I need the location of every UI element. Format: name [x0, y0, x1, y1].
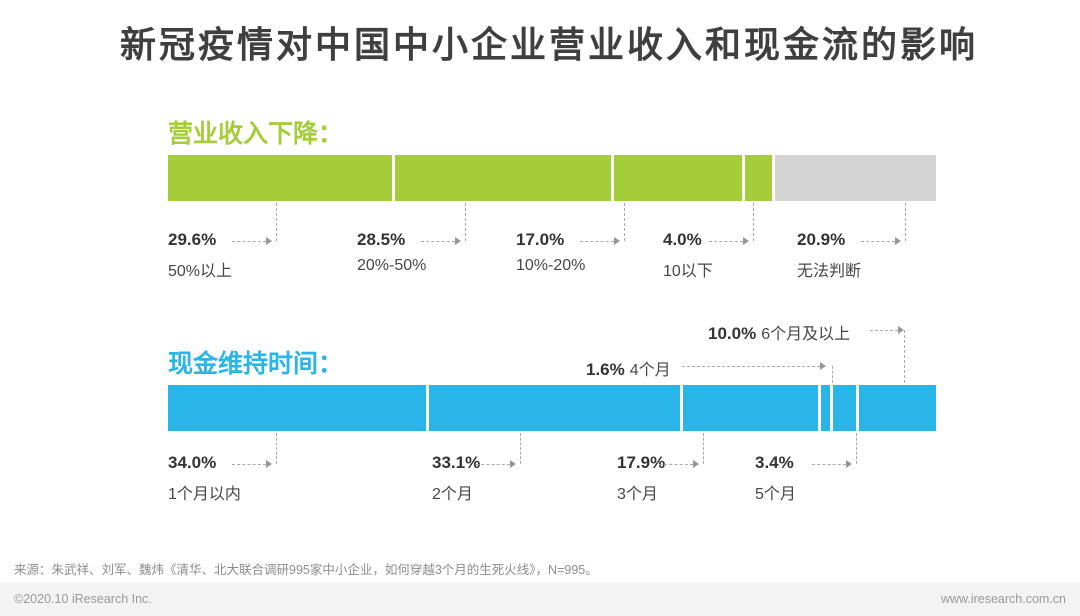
- cash-section-label: 现金维持时间：: [168, 350, 344, 378]
- category-label: 20%-50%: [357, 257, 427, 274]
- category-label: 无法判断: [797, 263, 862, 280]
- connector-line: [276, 203, 277, 241]
- category-label: 6个月及以上: [761, 326, 851, 343]
- connector-line: [520, 433, 521, 464]
- bar-segment: [429, 385, 684, 431]
- stacked-bar: [168, 155, 936, 201]
- connector-arrow: [895, 237, 901, 245]
- value-label: 20.9%: [797, 230, 846, 249]
- bar-segment: [395, 155, 615, 201]
- connector-arrow: [898, 326, 904, 334]
- connector-line: [703, 433, 704, 464]
- page-title: 新冠疫情对中国中小企业营业收入和现金流的影响: [120, 24, 979, 65]
- category-label: 1个月以内: [168, 486, 241, 503]
- category-label: 2个月: [432, 486, 473, 503]
- value-label: 29.6%: [168, 230, 217, 249]
- connector-line: [232, 464, 266, 465]
- connector-line: [812, 464, 846, 465]
- connector-line: [276, 433, 277, 464]
- connector-line: [870, 330, 898, 331]
- bar-segment: [833, 385, 860, 431]
- bar-segment: [614, 155, 745, 201]
- connector-arrow: [266, 460, 272, 468]
- value-label: 34.0%: [168, 453, 217, 472]
- connector-line: [624, 203, 625, 241]
- website-url: www.iresearch.com.cn: [940, 592, 1066, 606]
- copyright-text: ©2020.10 iResearch Inc.: [14, 592, 152, 606]
- category-label: 50%以上: [168, 263, 233, 280]
- connector-arrow: [743, 237, 749, 245]
- footer-bar: ©2020.10 iResearch Inc. www.iresearch.co…: [0, 582, 1080, 616]
- bar-segment: [859, 385, 936, 431]
- category-label: 10%-20%: [516, 257, 586, 274]
- value-label: 4.0%: [663, 230, 702, 249]
- connector-line: [580, 241, 614, 242]
- data-label: 1.6% 4个月: [586, 356, 671, 380]
- connector-arrow: [266, 237, 272, 245]
- connector-line: [465, 203, 466, 241]
- value-label: 10.0%: [708, 324, 757, 343]
- connector-arrow: [455, 237, 461, 245]
- connector-line: [856, 433, 857, 464]
- connector-line: [232, 241, 266, 242]
- bar-segment: [820, 385, 834, 431]
- connector-line: [421, 241, 455, 242]
- bar-segment: [168, 155, 396, 201]
- connector-arrow: [846, 460, 852, 468]
- value-label: 28.5%: [357, 230, 406, 249]
- connector-line: [905, 203, 906, 241]
- connector-line: [832, 366, 833, 383]
- category-label: 4个月: [629, 362, 671, 379]
- value-label: 17.0%: [516, 230, 565, 249]
- revenue-section-label: 营业收入下降：: [168, 120, 344, 148]
- connector-line: [709, 241, 743, 242]
- connector-arrow: [820, 362, 826, 370]
- category-label: 5个月: [755, 486, 796, 503]
- connector-line: [682, 366, 820, 367]
- connector-arrow: [510, 460, 516, 468]
- stacked-bar: [168, 385, 936, 431]
- bar-segment: [683, 385, 821, 431]
- category-label: 10以下: [663, 263, 713, 280]
- connector-arrow: [614, 237, 620, 245]
- value-label: 3.4%: [755, 453, 794, 472]
- connector-line: [861, 241, 895, 242]
- bar-segment: [744, 155, 776, 201]
- category-label: 3个月: [617, 486, 658, 503]
- connector-line: [904, 330, 905, 383]
- connector-arrow: [693, 460, 699, 468]
- connector-line: [753, 203, 754, 241]
- source-note: 来源：朱武祥、刘军、魏炜《清华、北大联合调研995家中小企业，如何穿越3个月的生…: [14, 563, 598, 577]
- value-label: 1.6%: [586, 360, 625, 379]
- bar-segment: [775, 155, 936, 201]
- value-label: 17.9%: [617, 453, 666, 472]
- data-label: 10.0% 6个月及以上: [708, 320, 850, 344]
- bar-segment: [168, 385, 430, 431]
- connector-line: [476, 464, 510, 465]
- value-label: 33.1%: [432, 453, 481, 472]
- connector-line: [659, 464, 693, 465]
